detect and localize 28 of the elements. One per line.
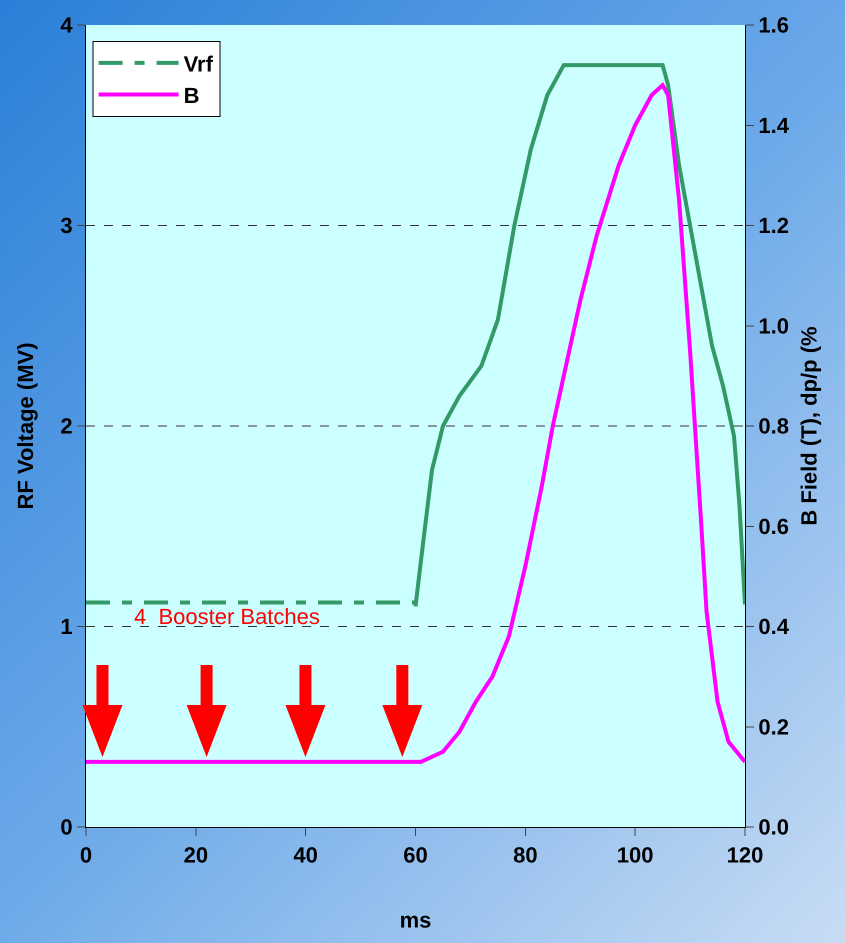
x-tick-label: 60 — [403, 842, 428, 868]
x-axis-title: ms — [400, 907, 432, 932]
y2-tick-label: 0.8 — [758, 414, 789, 439]
y-tick-label: 3 — [60, 213, 73, 238]
y-tick-label: 1 — [60, 614, 73, 640]
y2-tick-label: 0.0 — [758, 814, 789, 840]
x-tick-label: 80 — [513, 842, 538, 868]
legend-label: Vrf — [184, 51, 214, 76]
y2-tick-label: 1.2 — [758, 213, 789, 238]
y2-tick-label: 1.4 — [758, 112, 790, 138]
x-tick-label: 40 — [293, 842, 318, 868]
legend-label: B — [184, 83, 200, 108]
y-tick-label: 4 — [60, 12, 74, 38]
y2-axis-title: B Field (T), dp/p (% — [796, 326, 822, 526]
y2-tick-label: 1.0 — [758, 313, 789, 338]
x-tick-label: 0 — [80, 842, 92, 868]
y-tick-label: 0 — [60, 814, 73, 840]
y2-tick-label: 0.4 — [758, 614, 790, 640]
line-series — [86, 83, 745, 764]
y-axis-title: RF Voltage (MV) — [13, 342, 38, 510]
x-tick-label: 120 — [726, 842, 764, 868]
annotation: 4 Booster Batches — [134, 604, 320, 629]
y-tick-label: 2 — [60, 414, 73, 439]
y2-tick-label: 0.2 — [758, 714, 789, 740]
y2-tick-label: 1.6 — [758, 12, 789, 38]
y2-tick-label: 0.6 — [758, 514, 789, 539]
x-tick-label: 20 — [184, 842, 208, 868]
x-tick-label: 100 — [616, 842, 654, 868]
